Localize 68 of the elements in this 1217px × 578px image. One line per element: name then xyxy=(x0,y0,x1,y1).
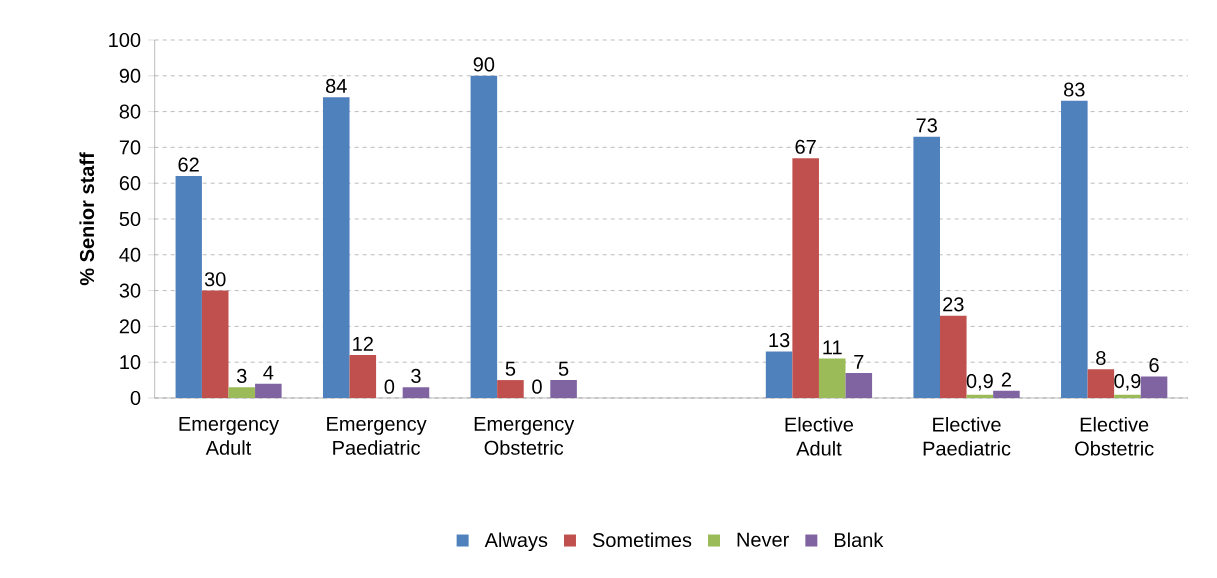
bar xyxy=(550,380,577,398)
bar xyxy=(845,372,873,398)
x-tick-label: Elective Adult xyxy=(785,416,854,456)
bar xyxy=(255,383,282,398)
bar xyxy=(1114,394,1141,398)
bar xyxy=(792,158,819,398)
y-tick-label: 100 xyxy=(109,32,141,48)
bar xyxy=(201,290,229,398)
data-label: 5 xyxy=(558,361,569,376)
bar xyxy=(322,97,350,398)
bar xyxy=(993,390,1020,398)
data-label: 5 xyxy=(505,361,516,376)
data-label: 4 xyxy=(263,365,274,380)
legend-label: Sometimes xyxy=(592,532,692,548)
data-label: 83 xyxy=(1064,82,1085,97)
bar xyxy=(940,315,967,398)
x-tick-label: Emergency Paediatric xyxy=(327,416,427,455)
legend-label: Always xyxy=(484,532,548,552)
data-label: 73 xyxy=(916,118,937,133)
bar xyxy=(966,394,994,398)
y-tick-label: 0 xyxy=(130,390,141,406)
data-label: 12 xyxy=(353,336,373,351)
bar xyxy=(497,380,524,398)
data-label: 84 xyxy=(326,78,347,93)
data-label: 6 xyxy=(1149,358,1159,373)
data-label: 3 xyxy=(236,368,247,383)
x-tick-label: Elective Obstetric xyxy=(1075,416,1154,456)
data-label: 11 xyxy=(823,340,842,355)
data-label: 0,9 xyxy=(1114,373,1141,391)
y-tick-label: 80 xyxy=(119,104,141,119)
bar xyxy=(470,75,498,398)
data-label: 67 xyxy=(795,139,816,154)
bar xyxy=(1140,376,1168,398)
x-tick-label: Elective Paediatric xyxy=(923,416,1011,456)
y-axis-title: % Senior staff xyxy=(79,152,95,286)
data-label: 30 xyxy=(204,272,226,287)
bar xyxy=(765,351,793,398)
bar xyxy=(349,355,377,398)
y-tick-label: 30 xyxy=(119,283,141,298)
x-tick-label: Emergency Obstetric xyxy=(474,416,575,455)
legend-label: Blank xyxy=(834,532,884,548)
y-tick-label: 20 xyxy=(119,319,141,334)
y-tick-label: 60 xyxy=(119,176,141,191)
bar xyxy=(1061,100,1088,398)
data-label: 23 xyxy=(943,297,964,312)
data-label: 0 xyxy=(532,379,542,394)
data-label: 62 xyxy=(178,157,199,172)
bar xyxy=(1087,369,1115,398)
data-label: 0,9 xyxy=(966,373,993,391)
y-tick-label: 90 xyxy=(119,68,141,83)
data-label: 7 xyxy=(854,354,864,369)
bar xyxy=(818,358,846,398)
y-tick-label: 40 xyxy=(119,247,141,262)
bar xyxy=(175,176,202,398)
bar xyxy=(228,387,256,398)
data-label: 90 xyxy=(473,57,495,72)
x-tick-label: Emergency Adult xyxy=(179,416,279,455)
bar xyxy=(402,387,430,398)
y-tick-label: 70 xyxy=(119,140,141,155)
y-tick-label: 10 xyxy=(120,355,141,370)
data-label: 13 xyxy=(769,333,790,348)
data-label: 2 xyxy=(1001,372,1011,387)
bar xyxy=(913,136,940,398)
legend-label: Never xyxy=(737,532,789,547)
data-label: 0 xyxy=(384,379,395,394)
data-label: 3 xyxy=(411,368,421,383)
data-label: 8 xyxy=(1096,350,1106,366)
y-tick-label: 50 xyxy=(119,211,141,227)
